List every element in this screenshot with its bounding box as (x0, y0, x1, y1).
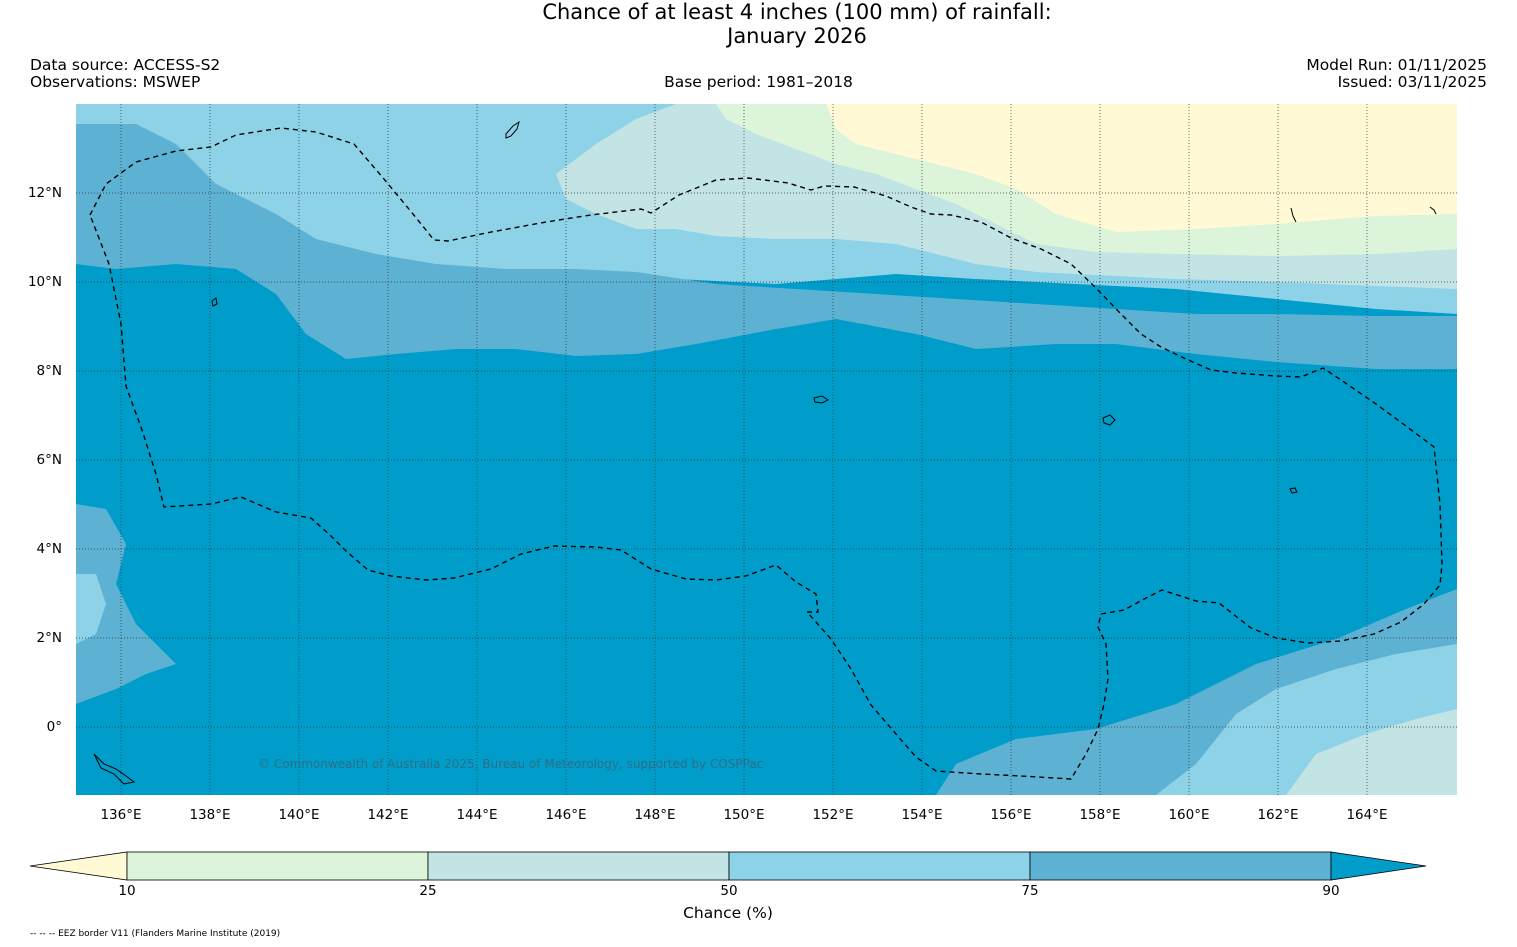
x-tick-label: 162°E (1257, 807, 1299, 823)
zone-50-75-southwest (76, 574, 106, 644)
colorbar-tick-label: 50 (720, 883, 738, 899)
colorbar-tick-label: 75 (1021, 883, 1039, 899)
model-run-text: Model Run: 01/11/2025 (1306, 56, 1487, 74)
x-tick-label: 160°E (1168, 807, 1210, 823)
colorbar-segment-below-10 (29, 851, 128, 881)
x-tick-label: 136°E (100, 807, 142, 823)
zone-below-10 (826, 104, 1457, 232)
x-tick-label: 140°E (278, 807, 320, 823)
colorbar-segment-above-90 (1330, 851, 1427, 881)
islands (93, 120, 1437, 785)
observations-text: Observations: MSWEP (30, 73, 201, 91)
zone-25-50-southeast (1286, 709, 1457, 795)
x-tick-label: 146°E (545, 807, 587, 823)
x-tick-label: 164°E (1346, 807, 1388, 823)
y-tick-label: 2°N (36, 630, 62, 646)
island-pohnpei (1102, 414, 1116, 426)
island-chuuk (813, 395, 829, 404)
y-tick-label: 12°N (27, 185, 62, 201)
x-tick-label: 138°E (189, 807, 231, 823)
x-tick-label: 142°E (367, 807, 409, 823)
base-period-text: Base period: 1981–2018 (664, 73, 853, 91)
island-yap (211, 297, 218, 307)
colorbar-tick-label: 25 (419, 883, 437, 899)
chart-title-line1: Chance of at least 4 inches (100 mm) of … (542, 0, 1052, 24)
chart-title: Chance of at least 4 inches (100 mm) of … (0, 0, 1517, 48)
colorbar-tick-label: 10 (118, 883, 136, 899)
island-north-east (1290, 207, 1297, 223)
meta-right: Model Run: 01/11/2025 Issued: 03/11/2025 (1306, 57, 1487, 91)
colorbar-tick-label: 90 (1322, 883, 1340, 899)
meta-left: Data source: ACCESS-S2 Observations: MSW… (30, 57, 220, 91)
x-tick-label: 154°E (901, 807, 943, 823)
island-far-east (1429, 206, 1437, 215)
data-source-text: Data source: ACCESS-S2 (30, 56, 221, 74)
chart-title-line2: January 2026 (727, 24, 867, 48)
island-kosrae (1289, 487, 1298, 494)
issued-text: Issued: 03/11/2025 (1337, 73, 1487, 91)
colorbar-segment-75-90 (1029, 851, 1332, 881)
zone-75-90-southwest (76, 504, 176, 704)
x-tick-label: 152°E (812, 807, 854, 823)
map-copyright: © Commonwealth of Australia 2025, Bureau… (258, 757, 764, 771)
zone-75-90-north (76, 124, 1457, 369)
y-tick-label: 6°N (36, 452, 62, 468)
colorbar-segment-50-75 (728, 851, 1031, 881)
y-tick-label: 4°N (36, 541, 62, 557)
island-guam (505, 120, 520, 139)
island-palau (93, 753, 136, 785)
gridlines (76, 104, 1457, 795)
eez-footnote: -- -- -- EEZ border V11 (Flanders Marine… (30, 929, 281, 939)
x-tick-label: 156°E (990, 807, 1032, 823)
rainfall-map (76, 104, 1457, 795)
y-tick-label: 10°N (27, 274, 62, 290)
x-tick-label: 148°E (634, 807, 676, 823)
x-tick-label: 144°E (456, 807, 498, 823)
colorbar-label: Chance (%) (683, 904, 773, 922)
eez-border (89, 127, 1443, 780)
y-tick-label: 8°N (36, 363, 62, 379)
colorbar-segment-25-50 (427, 851, 730, 881)
colorbar-segment-10-25 (126, 851, 429, 881)
x-tick-label: 150°E (723, 807, 765, 823)
map-svg (76, 104, 1457, 795)
x-tick-label: 158°E (1079, 807, 1121, 823)
y-tick-label: 0° (46, 719, 62, 735)
